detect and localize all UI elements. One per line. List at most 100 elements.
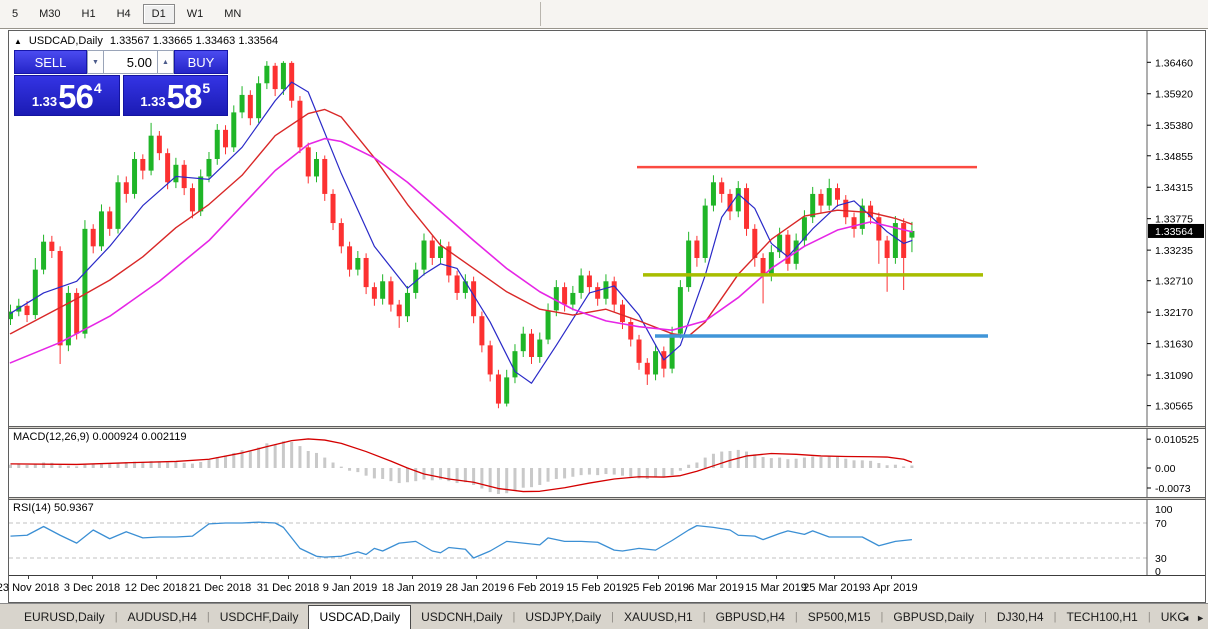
timeframe-button-mn[interactable]: MN bbox=[224, 8, 242, 20]
current-price-tag: 1.33564 bbox=[1155, 226, 1193, 238]
buy-price-prefix: 1.33 bbox=[140, 94, 166, 109]
tab-separator: | bbox=[984, 611, 987, 623]
date-tick bbox=[220, 576, 221, 579]
date-tick bbox=[834, 576, 835, 579]
date-label: 28 Jan 2019 bbox=[445, 582, 507, 594]
date-label: 31 Dec 2018 bbox=[256, 582, 320, 594]
tab-eurusd-daily[interactable]: EURUSD,Daily bbox=[24, 610, 105, 624]
date-label: 23 Nov 2018 bbox=[0, 582, 60, 594]
sell-price-pip: 4 bbox=[93, 80, 102, 96]
price-scale-label: 1.35920 bbox=[1155, 89, 1193, 101]
volume-increase-button[interactable]: ▲ bbox=[157, 50, 174, 74]
tab-separator: | bbox=[1147, 611, 1151, 623]
price-scale-label: 1.30565 bbox=[1155, 401, 1193, 413]
date-label: 3 Dec 2018 bbox=[63, 582, 121, 594]
timeframe-toolbar: 5 M30 H1 H4 D1 W1 MN bbox=[0, 0, 1208, 29]
sell-price-prefix: 1.33 bbox=[31, 94, 58, 109]
date-label: 12 Dec 2018 bbox=[124, 582, 188, 594]
tab-gbpusd-h4[interactable]: GBPUSD,H4 bbox=[715, 610, 785, 624]
tab-usdchf-daily[interactable]: USDCHF,Daily bbox=[219, 610, 299, 624]
macd-plot[interactable]: 0.010525 0.00 -0.0073 bbox=[9, 429, 1205, 497]
one-click-trading-panel: SELL ▼ ▲ BUY 1.33 56 4 1.33 58 5 bbox=[14, 50, 228, 116]
chart-symbol-label: USDCAD,Daily bbox=[28, 35, 103, 47]
tab-audusd-h4[interactable]: AUDUSD,H4 bbox=[127, 610, 197, 624]
tab-dj30-h4[interactable]: DJ30,H4 bbox=[996, 610, 1044, 624]
date-label: 9 Jan 2019 bbox=[322, 582, 378, 594]
sell-button[interactable]: SELL bbox=[14, 50, 87, 74]
rsi-plot[interactable]: 100 70 300 bbox=[9, 500, 1205, 575]
date-tick bbox=[412, 576, 413, 579]
tab-scroll-left-icon[interactable]: ◄ bbox=[1181, 613, 1191, 623]
date-tick bbox=[92, 576, 93, 579]
date-tick bbox=[156, 576, 157, 579]
date-tick bbox=[658, 576, 659, 579]
date-label: 25 Mar 2019 bbox=[803, 582, 865, 594]
tab-gbpusd-daily[interactable]: GBPUSD,Daily bbox=[893, 610, 975, 624]
panel-resize-handle[interactable] bbox=[9, 497, 1205, 500]
date-label: 6 Mar 2019 bbox=[688, 582, 744, 594]
tab-separator: | bbox=[794, 611, 798, 623]
volume-input[interactable] bbox=[104, 50, 157, 74]
timeframe-button-d1[interactable]: D1 bbox=[142, 4, 175, 24]
collapse-triangle-icon[interactable]: ▲ bbox=[14, 36, 22, 46]
timeframe-button-w1[interactable]: W1 bbox=[186, 8, 204, 20]
buy-price-pip: 5 bbox=[202, 80, 211, 96]
rsi-scale-label: 100 bbox=[1155, 504, 1173, 516]
panel-resize-handle[interactable] bbox=[9, 426, 1205, 429]
price-scale-label: 1.31630 bbox=[1155, 339, 1193, 351]
chart-ohlc-header: ▲ USDCAD,Daily 1.33567 1.33665 1.33463 1… bbox=[14, 35, 278, 47]
tab-sp500-m15[interactable]: SP500,M15 bbox=[807, 610, 871, 624]
buy-price-box[interactable]: 1.33 58 5 bbox=[122, 75, 228, 116]
macd-scale-label: -0.0073 bbox=[1155, 483, 1191, 495]
date-tick bbox=[716, 576, 717, 579]
price-scale-label: 1.32710 bbox=[1155, 276, 1193, 288]
price-scale-label: 1.36460 bbox=[1155, 57, 1193, 69]
tab-tech100-h1[interactable]: TECH100,H1 bbox=[1066, 610, 1138, 624]
rsi-scale-label: 30 bbox=[1155, 553, 1167, 565]
tab-xauusd-h1[interactable]: XAUUSD,H1 bbox=[624, 610, 693, 624]
date-label: 15 Feb 2019 bbox=[566, 582, 628, 594]
price-scale-label: 1.31090 bbox=[1155, 370, 1193, 382]
price-scale-label: 1.35380 bbox=[1155, 120, 1193, 132]
rsi-label: RSI(14) 50.9367 bbox=[13, 502, 94, 514]
tab-usdcad-daily[interactable]: USDCAD,Daily bbox=[308, 605, 412, 629]
volume-decrease-button[interactable]: ▼ bbox=[87, 50, 104, 74]
tab-usdcnh-daily[interactable]: USDCNH,Daily bbox=[421, 610, 503, 624]
timeframe-button-h1[interactable]: H1 bbox=[81, 8, 96, 20]
date-tick bbox=[28, 576, 29, 579]
price-chart[interactable]: 1.36460 1.35920 1.35380 1.34855 1.34315 1.337… bbox=[9, 31, 1205, 426]
tab-separator: | bbox=[702, 611, 706, 623]
chart-ohlc-values: 1.33567 1.33665 1.33463 1.33564 bbox=[109, 35, 279, 47]
tab-usdjpy-daily[interactable]: USDJPY,Daily bbox=[525, 610, 602, 624]
timeframe-button-5[interactable]: 5 bbox=[12, 8, 19, 20]
date-tick bbox=[891, 576, 892, 579]
timeframe-button-h4[interactable]: H4 bbox=[116, 8, 131, 20]
tab-scroll-right-icon[interactable]: ► bbox=[1196, 613, 1205, 623]
date-label: 25 Feb 2019 bbox=[627, 582, 689, 594]
date-label: 18 Jan 2019 bbox=[381, 582, 443, 594]
sell-price-digits: 56 bbox=[58, 78, 94, 115]
macd-scale-label: 0.010525 bbox=[1155, 434, 1199, 446]
date-label: 6 Feb 2019 bbox=[508, 582, 564, 594]
sell-price-box[interactable]: 1.33 56 4 bbox=[14, 75, 120, 116]
date-tick bbox=[597, 576, 598, 579]
chart-tab-bar: EURUSD,Daily | AUDUSD,H4 | USDCHF,Daily USDCA… bbox=[0, 603, 1208, 629]
date-tick bbox=[288, 576, 289, 579]
buy-button[interactable]: BUY bbox=[174, 50, 228, 74]
rsi-scale-label: 0 bbox=[1155, 566, 1161, 575]
date-tick bbox=[476, 576, 477, 579]
date-tick bbox=[350, 576, 351, 579]
toolbar-separator bbox=[540, 2, 541, 26]
date-label: 21 Dec 2018 bbox=[188, 582, 252, 594]
date-label: 3 Apr 2019 bbox=[864, 582, 918, 594]
timeframe-button-m30[interactable]: M30 bbox=[39, 8, 61, 20]
date-label: 15 Mar 2019 bbox=[745, 582, 807, 594]
buy-price-digits: 58 bbox=[166, 78, 203, 115]
macd-scale-label: 0.00 bbox=[1155, 463, 1176, 475]
tab-ukc[interactable]: UKC bbox=[1160, 610, 1187, 624]
time-axis[interactable]: 23 Nov 2018 3 Dec 2018 12 Dec 2018 21 Dec 2… bbox=[0, 575, 1205, 602]
candlestick-plot[interactable]: 1.36460 1.35920 1.35380 1.34855 1.34315 1.337… bbox=[9, 31, 1205, 426]
price-scale-label: 1.33775 bbox=[1155, 214, 1193, 226]
price-scale-label: 1.33235 bbox=[1155, 245, 1193, 257]
